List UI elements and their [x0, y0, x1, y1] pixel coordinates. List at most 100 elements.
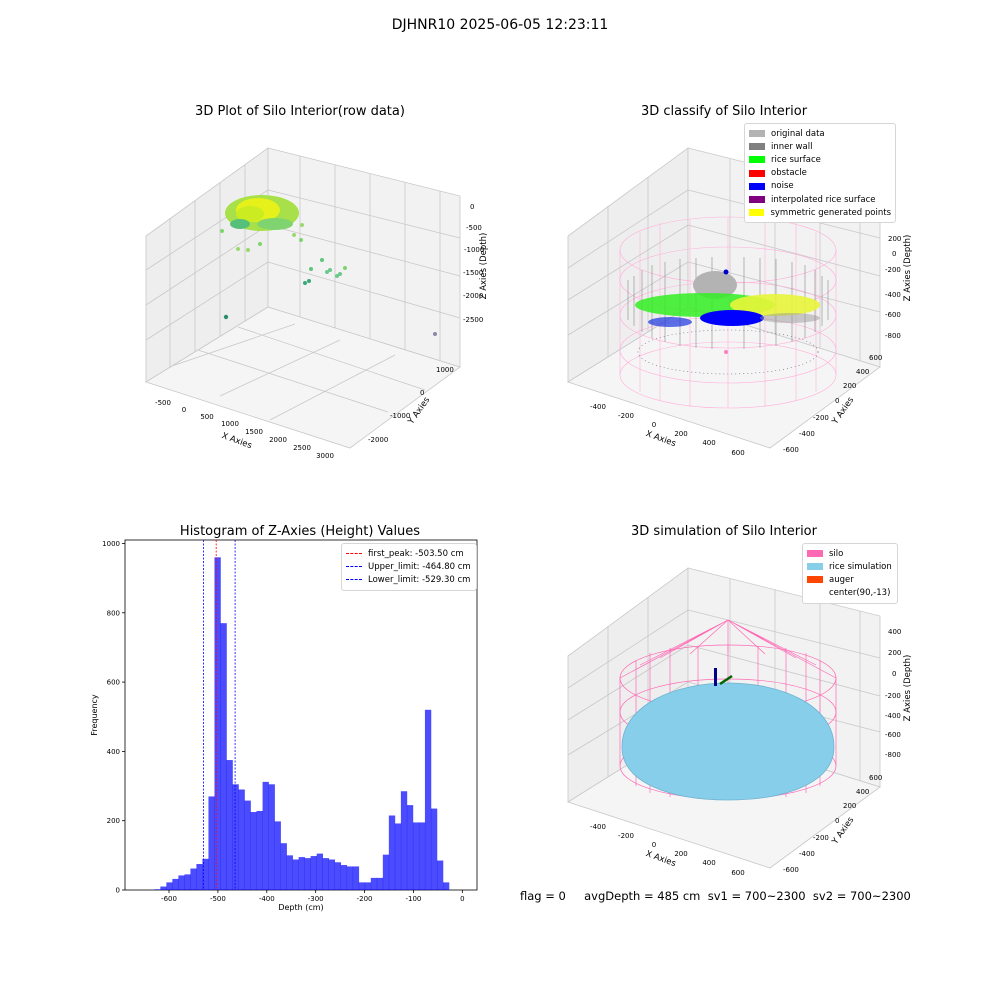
simulation-plot-title: 3D simulation of Silo Interior: [631, 524, 817, 539]
raw-ztick: 0: [470, 203, 474, 211]
classify-xtick: 200: [674, 430, 687, 438]
classify-point-groups: [635, 269, 820, 375]
legend-swatch: [749, 209, 765, 217]
legend-entry: Upper_limit: -464.80 cm: [346, 560, 472, 573]
classify-ytick: -600: [783, 446, 799, 454]
histogram-bar: [400, 791, 408, 890]
histogram-bar: [184, 874, 191, 890]
histogram-bar: [382, 854, 390, 890]
raw-ticks: -500 0 500 1000 1500 2000 2500 3000 -200…: [155, 203, 484, 460]
simulation-ztick: 200: [888, 649, 901, 657]
histogram-yticks: 0 200 400 600 800 1000: [102, 540, 125, 895]
histogram-chart: -600 -500 -400 -300 -200 -100 0 0 200 400 600 800 1…: [90, 539, 478, 912]
histogram-bar: [154, 889, 161, 890]
raw-box: [145, 147, 461, 449]
legend-entry: center(90,-13): [807, 587, 893, 600]
histogram-bar: [328, 859, 336, 890]
histogram-bar: [166, 882, 173, 890]
legend-label: symmetric generated points: [770, 207, 891, 218]
histogram-bar: [208, 796, 215, 890]
simulation-legend: silo rice simulation auger center(90,-13…: [802, 543, 898, 604]
x-tick-label: -400: [259, 895, 275, 903]
classify-ytick: 0: [835, 397, 839, 405]
raw-xtick: 3000: [316, 452, 334, 460]
histogram-bar: [346, 866, 354, 890]
raw-xtick: -500: [155, 399, 171, 407]
simulation-ztick: -400: [885, 712, 901, 720]
simulation-ticks: -400 -200 0 200 400 600 -600 -400 -200 0…: [590, 628, 901, 877]
raw-xtick: 0: [182, 406, 186, 414]
histogram-bar: [298, 857, 305, 890]
simulation-ztick: 0: [892, 670, 896, 678]
raw-ztick: -2500: [463, 316, 483, 324]
legend-label: rice simulation: [829, 561, 892, 572]
histogram-legend: first_peak: -503.50 cm Upper_limit: -464…: [341, 543, 477, 591]
simulation-3d-plot: -400 -200 0 200 400 600 -600 -400 -200 0…: [567, 567, 913, 877]
histogram-bar: [334, 862, 342, 890]
raw-xtick: 1000: [221, 420, 239, 428]
legend-swatch: [807, 589, 823, 597]
legend-label: rice surface: [771, 154, 821, 165]
legend-entry: rice surface: [749, 153, 891, 166]
legend-swatch: [749, 169, 765, 177]
legend-entry: rice simulation: [807, 560, 893, 573]
legend-line: [346, 553, 362, 555]
histogram-bar: [202, 858, 209, 890]
histogram-bar: [340, 865, 348, 890]
legend-entry: Lower_limit: -529.30 cm: [346, 573, 472, 586]
histogram-bar: [274, 821, 281, 890]
histogram-bar: [388, 815, 396, 890]
histogram-bar: [304, 858, 311, 890]
raw-ztick: -1500: [463, 269, 483, 277]
simulation-ytick: -200: [813, 834, 829, 842]
histogram-bar: [292, 859, 299, 890]
histogram-bar: [424, 709, 432, 890]
raw-zlabel: Z Axies (Depth): [479, 233, 489, 300]
simulation-ztick: 400: [888, 628, 901, 636]
legend-entry: interpolated rice surface: [749, 193, 891, 206]
legend-entry: noise: [749, 180, 891, 193]
classify-ztick: -400: [885, 291, 901, 299]
legend-entry: symmetric generated points: [749, 206, 891, 219]
simulation-ytick: 400: [856, 788, 869, 796]
classify-legend: original data inner wall rice surface ob…: [744, 123, 896, 224]
legend-label: silo: [829, 548, 844, 559]
classify-xtick: 0: [652, 421, 656, 429]
classify-ztick: 200: [888, 235, 901, 243]
raw-xtick: 2000: [269, 436, 287, 444]
legend-label: Lower_limit: -529.30 cm: [368, 574, 471, 585]
histogram-bar: [178, 875, 185, 890]
legend-swatch: [807, 576, 823, 584]
x-tick-label: -600: [161, 895, 177, 903]
histogram-bars: [154, 557, 450, 890]
classify-xtick: 600: [731, 449, 744, 457]
histogram-bar: [358, 882, 366, 890]
raw-point-cloud: [220, 195, 437, 336]
y-tick-label: 0: [116, 887, 120, 895]
simulation-ztick: -600: [885, 731, 901, 739]
y-tick-label: 200: [107, 817, 120, 825]
simulation-ytick: -600: [783, 866, 799, 874]
histogram-bar: [430, 808, 438, 890]
legend-entry: silo: [807, 547, 893, 560]
histogram-bar: [250, 812, 257, 890]
status-footer: flag = 0 avgDepth = 485 cm sv1 = 700~230…: [520, 889, 911, 903]
simulation-auger: [714, 668, 733, 686]
histogram-bar: [214, 557, 221, 890]
classify-ztick: -600: [885, 311, 901, 319]
raw-ytick: 0: [420, 389, 424, 397]
histogram-bar: [412, 822, 420, 890]
histogram-bar: [268, 784, 275, 890]
histogram-reference-lines: [203, 540, 236, 890]
legend-entry: original data: [749, 127, 891, 140]
raw-ztick: -500: [466, 224, 482, 232]
histogram-bar: [406, 805, 414, 890]
legend-swatch: [749, 143, 765, 151]
simulation-xtick: -400: [590, 823, 606, 831]
histogram-bar: [364, 882, 372, 890]
classify-ztick: 0: [892, 250, 896, 258]
classify-xtick: -200: [618, 412, 634, 420]
raw-xtick: 500: [200, 413, 213, 421]
x-tick-label: -500: [210, 895, 226, 903]
classify-ztick: -200: [885, 266, 901, 274]
